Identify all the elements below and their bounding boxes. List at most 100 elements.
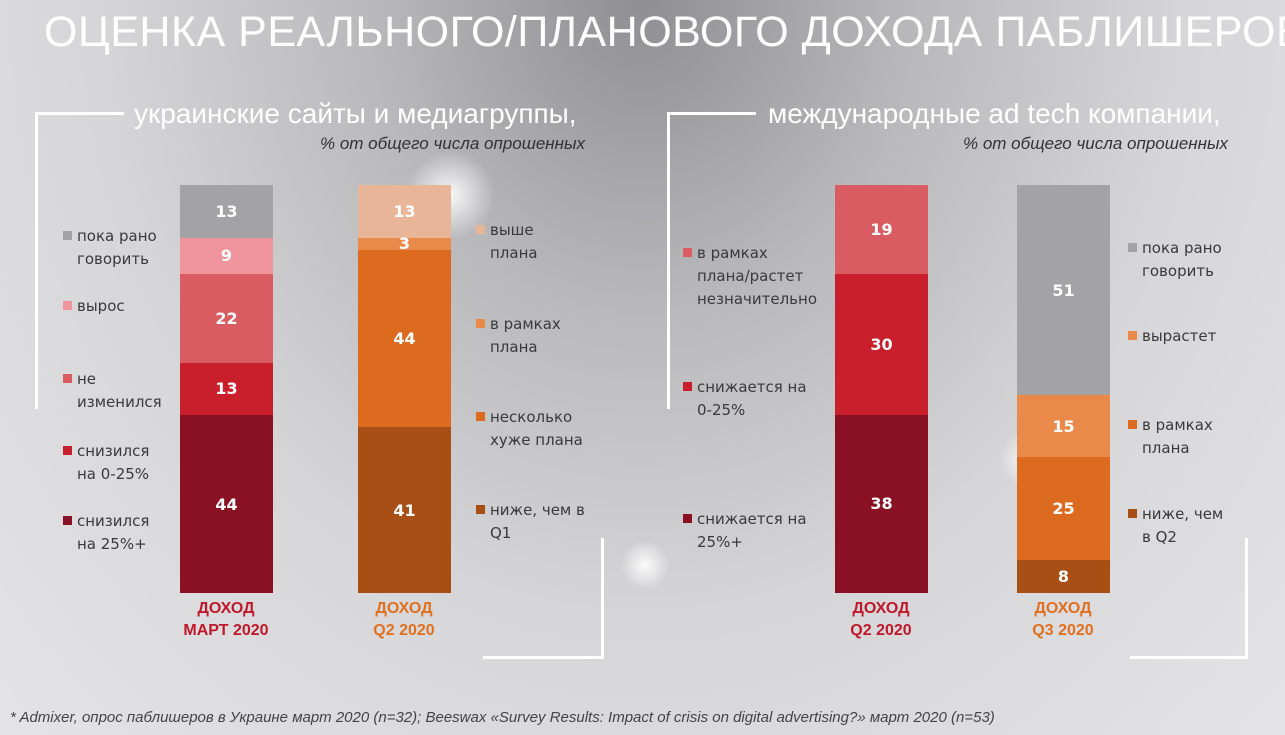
legend-label-line: вырос <box>77 297 125 315</box>
bar-income-q2-2020-intl: 19 30 38 <box>835 185 928 593</box>
legend-label-line: плана/растет <box>697 267 804 285</box>
legend-label-line: плана <box>1142 439 1190 457</box>
legend-item: снизился на 25%+ <box>63 510 149 556</box>
legend-label-line: пока рано <box>1142 239 1222 257</box>
legend-swatch <box>63 516 72 525</box>
legend-label-line: хуже плана <box>490 431 583 449</box>
bar-income-q2-2020-ua: 13 3 44 41 <box>358 185 451 593</box>
left-subtitle: украинские сайты и медиагруппы, <box>134 98 577 129</box>
legend-item: пока рано говорить <box>63 225 157 271</box>
legend-label-line: вырастет <box>1142 327 1217 345</box>
legend-swatch <box>63 374 72 383</box>
x-label-income-q2-2020-intl: ДОХОД Q2 2020 <box>811 598 951 642</box>
x-label-line: ДОХОД <box>1034 600 1092 617</box>
decorative-glow <box>620 540 670 590</box>
x-label-line: ДОХОД <box>197 600 255 617</box>
legend-label-line: выше <box>490 221 534 239</box>
legend-swatch <box>683 382 692 391</box>
page-title: ОЦЕНКА РЕАЛЬНОГО/ПЛАНОВОГО ДОХОДА ПАБЛИШ… <box>44 8 1285 56</box>
left-bottom-bracket <box>483 538 604 659</box>
legend-item: в рамках плана <box>1128 414 1213 460</box>
legend-swatch <box>1128 509 1137 518</box>
legend-swatch <box>63 301 72 310</box>
legend-swatch <box>683 248 692 257</box>
x-label-income-march-2020: ДОХОД МАРТ 2020 <box>156 598 296 642</box>
legend-swatch <box>63 231 72 240</box>
bar-segment: 9 <box>180 237 273 274</box>
legend-label-line: в Q2 <box>1142 528 1177 546</box>
bar-segment: 8 <box>1017 560 1110 593</box>
legend-item: снижается на 0-25% <box>683 376 807 422</box>
legend-label-line: снижается на <box>697 510 807 528</box>
legend-item: в рамках плана/растет незначительно <box>683 242 817 311</box>
legend-label-line: изменился <box>77 393 162 411</box>
x-label-line: Q2 2020 <box>850 622 912 639</box>
legend-label-line: несколько <box>490 408 573 426</box>
bar-segment: 15 <box>1017 395 1110 457</box>
legend-swatch <box>683 514 692 523</box>
bar-segment: 13 <box>180 185 273 238</box>
legend-label-line: говорить <box>1142 262 1214 280</box>
bar-segment: 51 <box>1017 185 1110 396</box>
bar-segment: 19 <box>835 185 928 275</box>
legend-item: снижается на 25%+ <box>683 508 807 554</box>
x-label-income-q3-2020-intl: ДОХОД Q3 2020 <box>993 598 1133 642</box>
legend-item: вырос <box>63 295 125 318</box>
bar-segment: 25 <box>1017 457 1110 561</box>
legend-item: вырастет <box>1128 325 1217 348</box>
x-label-line: Q3 2020 <box>1032 622 1094 639</box>
bar-segment: 3 <box>358 234 451 253</box>
x-label-line: Q2 2020 <box>373 622 435 639</box>
legend-swatch <box>476 319 485 328</box>
legend-swatch <box>63 446 72 455</box>
legend-label-line: снизился <box>77 442 150 460</box>
bar-segment: 41 <box>358 427 451 593</box>
legend-swatch <box>1128 243 1137 252</box>
legend-item: ниже, чем в Q2 <box>1128 503 1224 549</box>
bar-segment: 30 <box>835 274 928 415</box>
legend-label-line: в рамках <box>697 244 768 262</box>
legend-label-line: снижается на <box>697 378 807 396</box>
legend-item: ниже, чем в Q1 <box>476 499 585 545</box>
legend-label-line: на 0-25% <box>77 465 150 483</box>
legend-item: снизился на 0-25% <box>63 440 150 486</box>
x-label-line: МАРТ 2020 <box>183 622 269 639</box>
legend-label-line: незначительно <box>697 290 817 308</box>
legend-label-line: в рамках <box>1142 416 1213 434</box>
legend-label-line: 0-25% <box>697 401 746 419</box>
x-label-income-q2-2020-ua: ДОХОД Q2 2020 <box>334 598 474 642</box>
bar-segment: 44 <box>358 249 451 428</box>
legend-item: в рамках плана <box>476 313 561 359</box>
legend-label-line: Q1 <box>490 524 512 542</box>
legend-label-line: пока рано <box>77 227 157 245</box>
legend-item: выше плана <box>476 219 538 265</box>
left-subtitle-note: % от общего числа опрошенных <box>320 134 586 153</box>
legend-swatch <box>476 225 485 234</box>
x-label-line: ДОХОД <box>375 600 433 617</box>
legend-label-line: в рамках <box>490 315 561 333</box>
left-top-bracket <box>35 112 124 409</box>
legend-item: не изменился <box>63 368 162 414</box>
legend-swatch <box>1128 331 1137 340</box>
legend-label-line: ниже, чем <box>1142 505 1224 523</box>
right-top-bracket <box>667 112 756 409</box>
bar-income-q3-2020-intl: 51 15 25 8 <box>1017 185 1110 593</box>
legend-label-line: говорить <box>77 250 149 268</box>
right-subtitle: международные ad tech компании, <box>768 98 1221 129</box>
legend-label-line: 25%+ <box>697 533 743 551</box>
legend-label-line: не <box>77 370 97 388</box>
footnote: * Admixer, опрос паблишеров в Украине ма… <box>10 709 995 726</box>
bar-segment: 44 <box>180 415 273 593</box>
legend-item: пока рано говорить <box>1128 237 1222 283</box>
bar-segment: 13 <box>180 362 273 416</box>
bar-segment: 38 <box>835 414 928 593</box>
right-subtitle-note: % от общего числа опрошенных <box>963 134 1229 153</box>
legend-label-line: плана <box>490 338 538 356</box>
legend-label-line: ниже, чем в <box>490 501 585 519</box>
bar-segment: 13 <box>358 185 451 238</box>
legend-item: несколько хуже плана <box>476 406 583 452</box>
right-bottom-bracket <box>1130 538 1248 659</box>
legend-label-line: на 25%+ <box>77 535 147 553</box>
legend-label-line: плана <box>490 244 538 262</box>
bar-income-march-2020: 13 9 22 13 44 <box>180 185 273 593</box>
